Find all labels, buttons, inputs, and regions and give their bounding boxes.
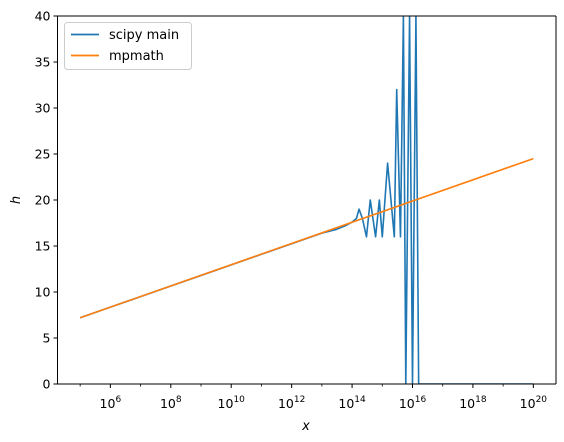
x-tick-label: 106 bbox=[100, 395, 122, 411]
y-tick-label: 15 bbox=[35, 239, 51, 254]
y-tick-label: 25 bbox=[35, 147, 51, 162]
plot-area bbox=[57, 16, 556, 384]
y-tick-label: 10 bbox=[35, 285, 51, 300]
legend: scipy main mpmath bbox=[64, 22, 192, 70]
series-line-mpmath bbox=[79, 157, 534, 319]
x-axis-ticks: 106 108 1010 1012 1014 1016 1018 1020 bbox=[79, 384, 548, 411]
x-tick-label: 1016 bbox=[399, 395, 427, 411]
series-layer bbox=[79, 16, 534, 384]
y-tick-label: 5 bbox=[43, 331, 51, 346]
y-tick-label: 0 bbox=[43, 377, 51, 392]
legend-label: scipy main bbox=[109, 28, 179, 43]
x-tick-label: 1018 bbox=[459, 395, 487, 411]
y-tick-label: 30 bbox=[35, 101, 51, 116]
y-tick-label: 35 bbox=[35, 55, 51, 70]
y-axis-label: h bbox=[9, 196, 24, 204]
x-tick-label: 108 bbox=[160, 395, 182, 411]
y-axis-ticks: 0 5 10 15 20 25 30 35 40 bbox=[35, 9, 58, 392]
legend-label: mpmath bbox=[109, 49, 164, 64]
x-tick-label: 1010 bbox=[218, 395, 246, 411]
y-tick-label: 40 bbox=[35, 9, 51, 24]
y-tick-label: 20 bbox=[35, 193, 51, 208]
x-axis-label: x bbox=[301, 419, 310, 434]
x-tick-label: 1014 bbox=[338, 395, 366, 411]
x-tick-label: 1012 bbox=[278, 395, 305, 411]
x-tick-label: 1020 bbox=[520, 395, 548, 411]
